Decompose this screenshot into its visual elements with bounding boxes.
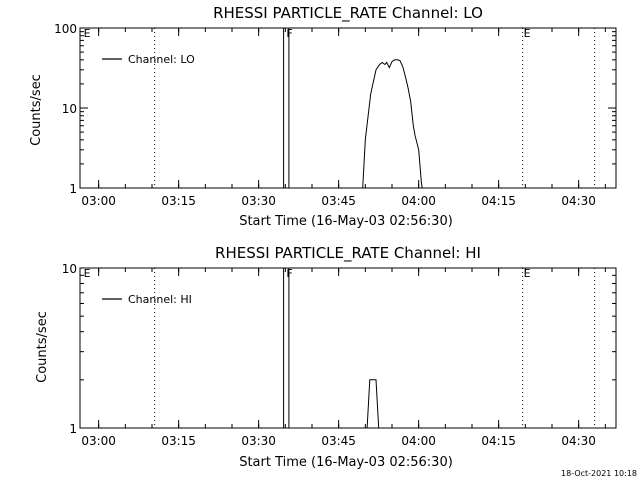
y-tick-label: 1: [69, 422, 77, 436]
x-tick-label: 03:45: [321, 194, 356, 208]
generation-timestamp: 18-Oct-2021 10:18: [561, 469, 637, 478]
x-tick-label: 03:30: [241, 434, 276, 448]
axis-ticks: 03:00 03:15 03:30 03:45 04:00 04:15 04:30 1 10: [62, 262, 616, 448]
event-marker-2: E: [524, 267, 531, 280]
x-tick-label: 03:15: [161, 434, 196, 448]
lo-channel-chart: RHESSI PARTICLE_RATE Channel: LO Counts/…: [29, 4, 617, 229]
y-tick-label: 10: [62, 102, 77, 116]
legend-entry-lo: Channel: LO: [128, 53, 195, 66]
y-tick-label: 10: [62, 262, 77, 276]
x-tick-label: 03:00: [81, 434, 116, 448]
event-marker-2: E: [524, 27, 531, 40]
event-marker-0: E: [84, 27, 91, 40]
x-axis-label: Start Time (16-May-03 02:56:30): [239, 214, 453, 229]
legend-entry-hi: Channel: HI: [128, 293, 192, 306]
x-tick-label: 03:00: [81, 194, 116, 208]
x-tick-label: 03:30: [241, 194, 276, 208]
x-tick-label: 04:00: [401, 434, 436, 448]
x-tick-label: 04:15: [481, 194, 516, 208]
y-axis-label: Counts/sec: [35, 311, 50, 383]
event-marker-1: F: [286, 27, 292, 40]
legend: Channel: LO: [102, 53, 195, 66]
x-tick-label: 03:45: [321, 434, 356, 448]
x-tick-label: 04:00: [401, 194, 436, 208]
y-tick-label: 1: [69, 182, 77, 196]
x-axis-label: Start Time (16-May-03 02:56:30): [239, 455, 453, 470]
plot-frame: [79, 267, 617, 429]
event-marker-0: E: [84, 267, 91, 280]
x-tick-label: 04:30: [561, 194, 596, 208]
x-tick-label: 03:15: [161, 194, 196, 208]
chart-title: RHESSI PARTICLE_RATE Channel: LO: [213, 4, 483, 23]
series-layer: [283, 27, 423, 189]
x-tick-label: 04:30: [561, 434, 596, 448]
axis-ticks: 03:00 03:15 03:30 03:45 04:00 04:15 04:30 1 10 10…: [54, 22, 616, 208]
series-line-0: [283, 27, 423, 189]
plot-frame: [79, 27, 617, 189]
chart-title: RHESSI PARTICLE_RATE Channel: HI: [215, 244, 481, 263]
y-tick-label: 100: [54, 22, 77, 36]
legend: Channel: HI: [102, 293, 192, 306]
hi-channel-chart: RHESSI PARTICLE_RATE Channel: HI Counts/…: [35, 244, 617, 470]
x-tick-label: 04:15: [481, 434, 516, 448]
y-axis-label: Counts/sec: [29, 74, 44, 146]
event-marker-1: F: [286, 267, 292, 280]
dotted-lines: [154, 28, 596, 188]
dotted-lines: [154, 268, 596, 428]
